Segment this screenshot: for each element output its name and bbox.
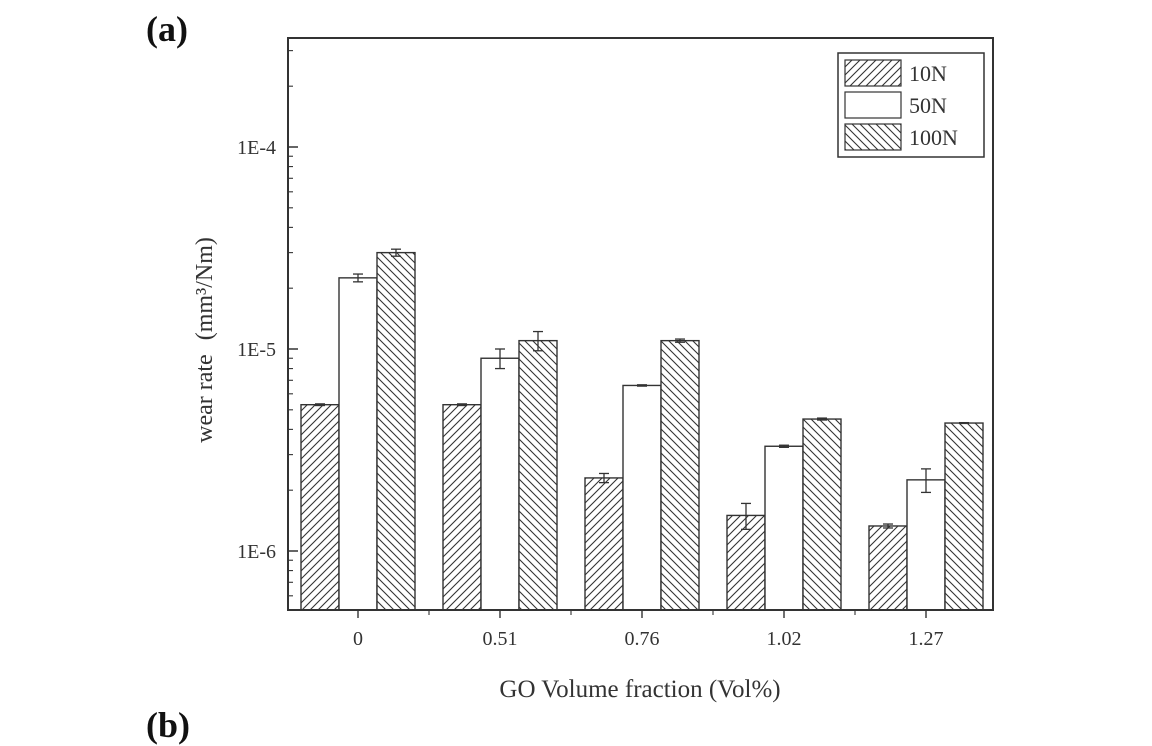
error-bar-100n-1.27 <box>959 421 969 425</box>
figure: (a) 1E-6 1E-5 1E-4 0 0.51 0.76 1.02 1.27 GO Vo… <box>146 9 994 745</box>
x-tick-label: 1.27 <box>909 628 944 650</box>
error-bar-100n-0 <box>391 248 401 257</box>
panel-label: (a) <box>146 9 188 49</box>
error-bar-100n-1.02 <box>817 417 827 421</box>
bar-10n-0.51 <box>442 403 482 611</box>
x-tick-label: 1.02 <box>767 628 802 650</box>
next-panel-label: (b) <box>146 705 190 745</box>
error-bar-100n-0.51 <box>533 330 543 352</box>
y-axis: 1E-6 1E-5 1E-4 <box>237 50 298 597</box>
bar-100n-1.27 <box>944 422 984 611</box>
legend-label-10n: 10N <box>909 61 947 86</box>
error-bar-10n-1.27 <box>883 523 893 529</box>
error-bar-50n-0.76 <box>637 384 647 387</box>
y-tick-label: 1E-5 <box>237 339 276 361</box>
x-tick-label: 0.76 <box>625 628 660 650</box>
wear-rate-bar-chart: 1E-6 1E-5 1E-4 0 0.51 0.76 1.02 1.27 GO Volume… <box>192 37 994 703</box>
bar-10n-0 <box>300 403 340 611</box>
y-axis-label: wear rate (mm³/Nm) <box>192 237 218 443</box>
error-bar-50n-0.51 <box>495 348 505 370</box>
bar-50n-1.02 <box>764 445 804 611</box>
x-tick-label: 0.51 <box>483 628 518 650</box>
bar-50n-0.51 <box>480 357 520 611</box>
bar-10n-1.27 <box>868 525 908 611</box>
y-axis-unit: (mm³/Nm) <box>192 237 218 340</box>
bar-10n-1.02 <box>726 514 766 611</box>
bar-100n-0 <box>376 251 416 611</box>
error-bar-50n-1.27 <box>921 468 931 494</box>
error-bar-10n-1.02 <box>741 502 751 530</box>
error-bar-50n-1.02 <box>779 444 789 448</box>
bar-100n-1.02 <box>802 418 842 611</box>
error-bar-10n-0.76 <box>599 472 609 484</box>
legend-swatch-100n <box>844 123 902 151</box>
x-axis-label: GO Volume fraction (Vol%) <box>499 676 780 703</box>
y-tick-label: 1E-6 <box>237 541 276 563</box>
x-tick-label: 0 <box>353 628 363 650</box>
y-tick-label: 1E-4 <box>237 137 276 159</box>
legend-label-100n: 100N <box>909 125 958 150</box>
error-bar-50n-0 <box>353 273 363 283</box>
bar-100n-0.76 <box>660 339 700 611</box>
y-axis-label-text: wear rate <box>192 354 218 443</box>
bar-50n-0 <box>338 277 378 611</box>
legend-label-50n: 50N <box>909 93 947 118</box>
error-bar-10n-0 <box>315 403 325 407</box>
error-bar-100n-0.76 <box>675 338 685 343</box>
bar-100n-0.51 <box>518 339 558 611</box>
bar-50n-1.27 <box>906 479 946 611</box>
error-bars-layer <box>315 248 969 530</box>
legend-swatch-10n <box>844 59 902 87</box>
legend-swatch-50n <box>844 91 902 119</box>
bars-layer <box>300 251 984 611</box>
bar-50n-0.76 <box>622 384 662 611</box>
plot-frame <box>287 37 994 611</box>
bar-10n-0.76 <box>584 477 624 611</box>
legend: 10N 50N 100N <box>837 52 985 158</box>
x-axis: 0 0.51 0.76 1.02 1.27 <box>353 610 944 650</box>
error-bar-10n-0.51 <box>457 403 467 407</box>
